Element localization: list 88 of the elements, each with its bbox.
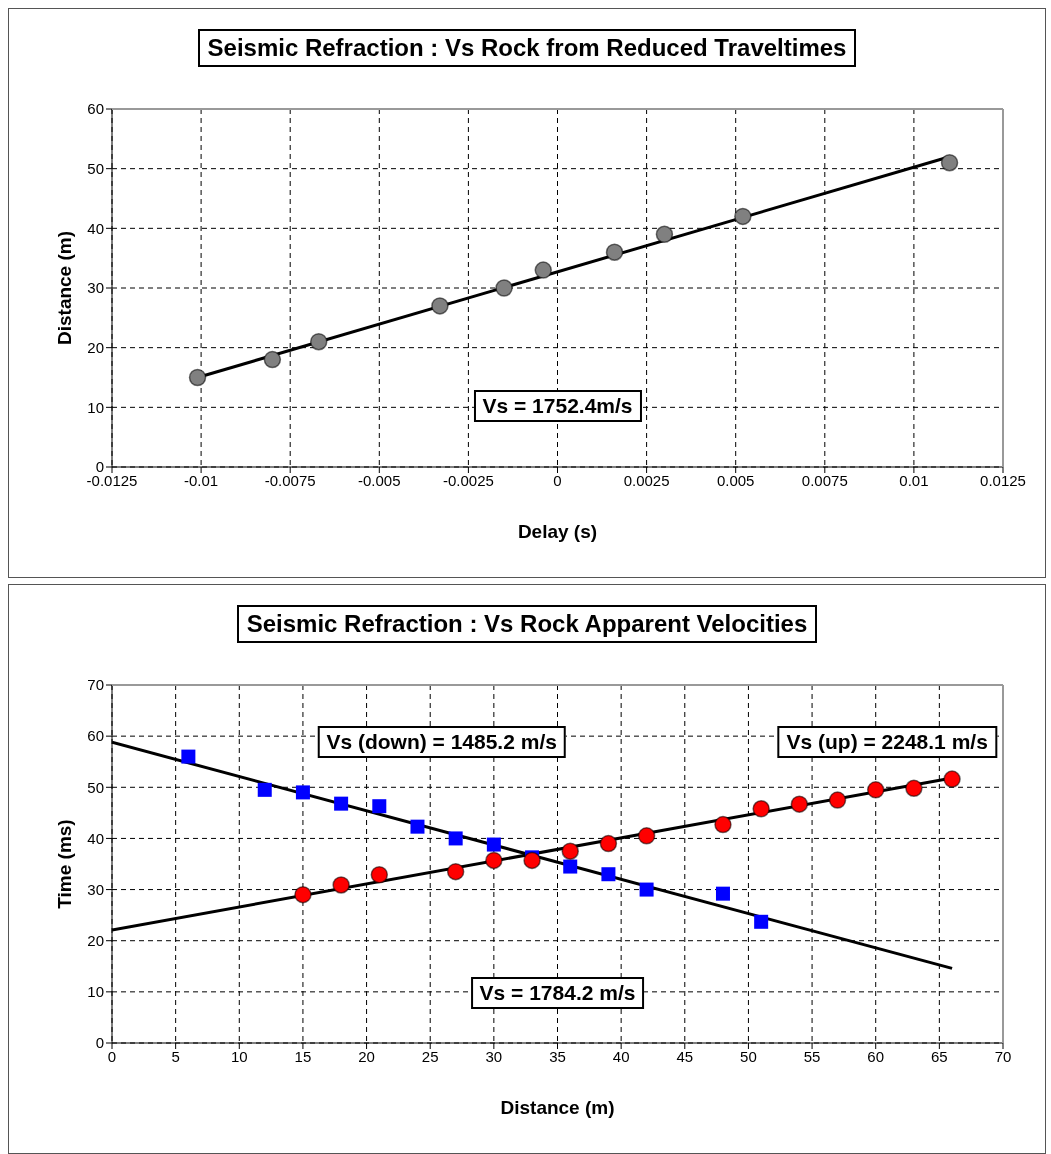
y-tick-label: 20 (87, 932, 104, 950)
y-tick-label: 50 (87, 778, 104, 796)
point (309, 332, 328, 351)
x-tick-label: -0.0075 (264, 471, 316, 489)
y-tick-label: 50 (87, 159, 104, 177)
x-tick-label: 20 (358, 1047, 375, 1065)
point (332, 876, 350, 894)
x-tick-label: 45 (676, 1047, 694, 1065)
x-tick-label: 0.0025 (623, 471, 670, 489)
point (485, 851, 503, 870)
annotation: Vs (up) = 2248.1 m/s (777, 726, 997, 759)
x-tick-label: -0.0025 (442, 471, 494, 489)
point (754, 914, 769, 929)
point (639, 882, 654, 897)
x-axis-title: Delay (s) (517, 521, 598, 543)
point (655, 225, 674, 244)
y-axis-title: Distance (m) (53, 230, 75, 346)
point (534, 261, 552, 279)
x-tick-label: 30 (485, 1047, 503, 1065)
annotation: Vs (down) = 1485.2 m/s (317, 726, 566, 759)
point (599, 834, 618, 853)
point (263, 350, 282, 369)
x-tick-label: 35 (549, 1047, 566, 1065)
point (905, 779, 923, 798)
point (495, 279, 513, 297)
y-tick-label: 10 (87, 983, 104, 1001)
x-tick-label: -0.005 (358, 471, 401, 489)
x-tick-label: 0 (553, 471, 562, 489)
point (828, 791, 847, 809)
y-tick-label: 20 (87, 338, 104, 356)
y-tick-label: 0 (95, 1034, 104, 1052)
y-axis-title: Time (ms) (53, 819, 75, 909)
point (448, 831, 463, 846)
x-tick-label: 60 (867, 1047, 885, 1065)
point (943, 770, 961, 788)
x-tick-label: 25 (421, 1047, 439, 1065)
x-tick-label: -0.01 (184, 471, 219, 489)
point (370, 865, 389, 884)
chart-title: Seismic Refraction : Vs Rock Apparent Velocities (236, 605, 818, 643)
point (940, 153, 959, 172)
x-tick-label: 0.005 (716, 471, 755, 489)
point (334, 796, 349, 811)
x-axis-title: Distance (m) (500, 1097, 615, 1119)
point (372, 799, 387, 814)
y-tick-label: 70 (87, 676, 104, 694)
x-tick-label: 0.0075 (801, 471, 848, 489)
x-tick-label: 40 (612, 1047, 630, 1065)
point (523, 851, 541, 870)
y-tick-label: 30 (87, 279, 104, 297)
x-tick-label: 55 (803, 1047, 821, 1065)
point (181, 749, 196, 764)
y-tick-label: 30 (87, 880, 104, 898)
point (790, 795, 809, 813)
x-tick-label: 70 (994, 1047, 1012, 1065)
point (257, 782, 272, 797)
point (752, 800, 770, 818)
x-tick-label: 0.01 (899, 471, 929, 489)
y-tick-label: 60 (87, 727, 104, 745)
point (294, 885, 312, 904)
point (563, 859, 578, 874)
y-tick-label: 10 (87, 398, 104, 416)
point (410, 819, 425, 834)
annotation: Vs = 1752.4m/s (473, 390, 642, 423)
x-tick-label: 50 (740, 1047, 757, 1065)
point (734, 207, 752, 226)
point (561, 842, 579, 860)
x-tick-label: 0.0125 (980, 471, 1026, 489)
y-tick-label: 60 (87, 100, 104, 118)
point (446, 862, 465, 881)
point (714, 815, 732, 834)
chart-title: Seismic Refraction : Vs Rock from Reduced Traveltimes (197, 29, 857, 67)
point (431, 297, 449, 315)
point (715, 886, 730, 901)
point (866, 781, 885, 799)
point (637, 827, 656, 845)
annotation: Vs = 1784.2 m/s (470, 976, 645, 1009)
y-tick-label: 40 (87, 219, 104, 237)
x-tick-label: 0 (107, 1047, 117, 1065)
x-tick-label: 10 (230, 1047, 248, 1065)
point (188, 368, 207, 387)
point (295, 785, 310, 800)
point (601, 867, 616, 882)
x-tick-label: 15 (294, 1047, 312, 1065)
y-tick-label: 40 (87, 829, 104, 847)
x-tick-label: 5 (171, 1047, 180, 1065)
point (486, 837, 501, 852)
point (605, 243, 624, 261)
x-tick-label: 65 (931, 1047, 948, 1065)
